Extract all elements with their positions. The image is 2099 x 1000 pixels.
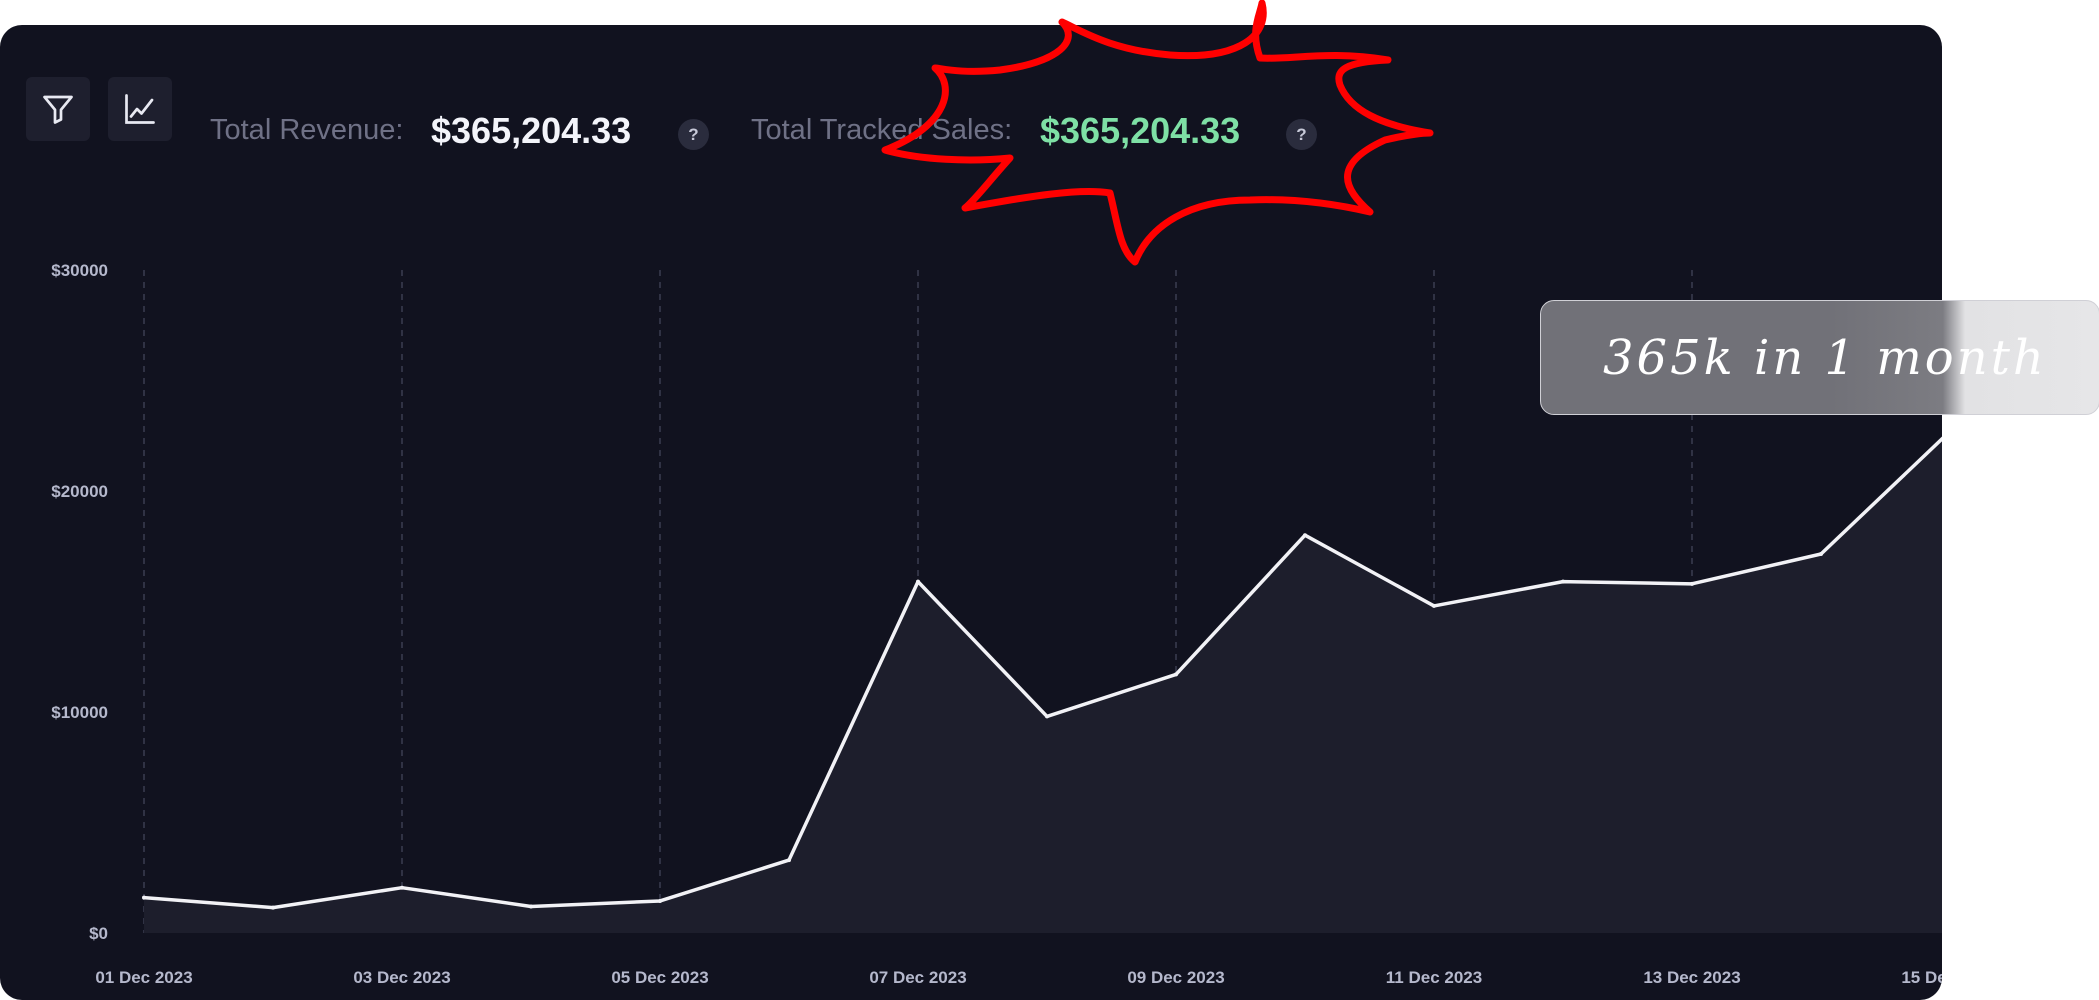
data-point-13	[1690, 581, 1694, 586]
x-tick-label: 07 Dec 2023	[869, 968, 966, 987]
data-point-1	[142, 895, 146, 900]
revenue-help-icon[interactable]: ?	[678, 119, 709, 150]
total-revenue-label: Total Revenue:	[210, 114, 404, 146]
x-tick-label: 15 Dec 2023	[1901, 968, 1998, 987]
data-point-11	[1432, 603, 1436, 608]
total-tracked-sales-value: $365,204.33	[1040, 110, 1241, 151]
data-point-8	[1045, 714, 1049, 719]
x-tick-label: 01 Dec 2023	[95, 968, 192, 987]
tracked-sales-help-icon[interactable]: ?	[1286, 119, 1317, 150]
chart-type-button[interactable]	[108, 77, 172, 141]
handwritten-note: 365k in 1 month	[1540, 300, 2099, 415]
data-point-9	[1174, 672, 1178, 677]
data-point-4	[529, 904, 533, 909]
x-tick-label: 03 Dec 2023	[353, 968, 450, 987]
y-tick-label: $10000	[51, 703, 108, 722]
filter-button[interactable]	[26, 77, 90, 141]
series-area	[144, 373, 1942, 933]
data-point-12	[1561, 579, 1565, 584]
line-chart-icon	[125, 94, 155, 124]
data-point-15	[1948, 429, 1952, 433]
x-tick-label: 11 Dec 2023	[1386, 968, 1482, 987]
burst-annotation	[881, 0, 1434, 266]
data-point-6	[787, 858, 791, 863]
y-axis: $30000 $20000 $10000 $0	[51, 261, 108, 943]
y-tick-label: $30000	[51, 261, 108, 280]
data-point-2	[271, 905, 275, 910]
x-axis: 01 Dec 2023 03 Dec 2023 05 Dec 2023 07 Dec …	[95, 968, 1998, 987]
y-tick-label: $0	[89, 924, 108, 943]
y-tick-label: $20000	[51, 482, 108, 501]
data-point-7	[916, 579, 920, 584]
data-point-5	[658, 898, 662, 903]
x-tick-label: 13 Dec 2023	[1643, 968, 1740, 987]
series-line	[143, 372, 1942, 910]
total-revenue-value: $365,204.33	[431, 110, 632, 151]
note-text: 365k in 1 month	[1603, 329, 2047, 386]
data-point-14	[1819, 551, 1823, 556]
data-point-10	[1303, 533, 1307, 538]
total-tracked-sales-label: Total Tracked Sales:	[751, 114, 1013, 146]
data-point-3	[400, 885, 404, 890]
x-tick-label: 09 Dec 2023	[1127, 968, 1224, 987]
filter-icon	[43, 95, 73, 124]
x-tick-label: 05 Dec 2023	[611, 968, 708, 987]
